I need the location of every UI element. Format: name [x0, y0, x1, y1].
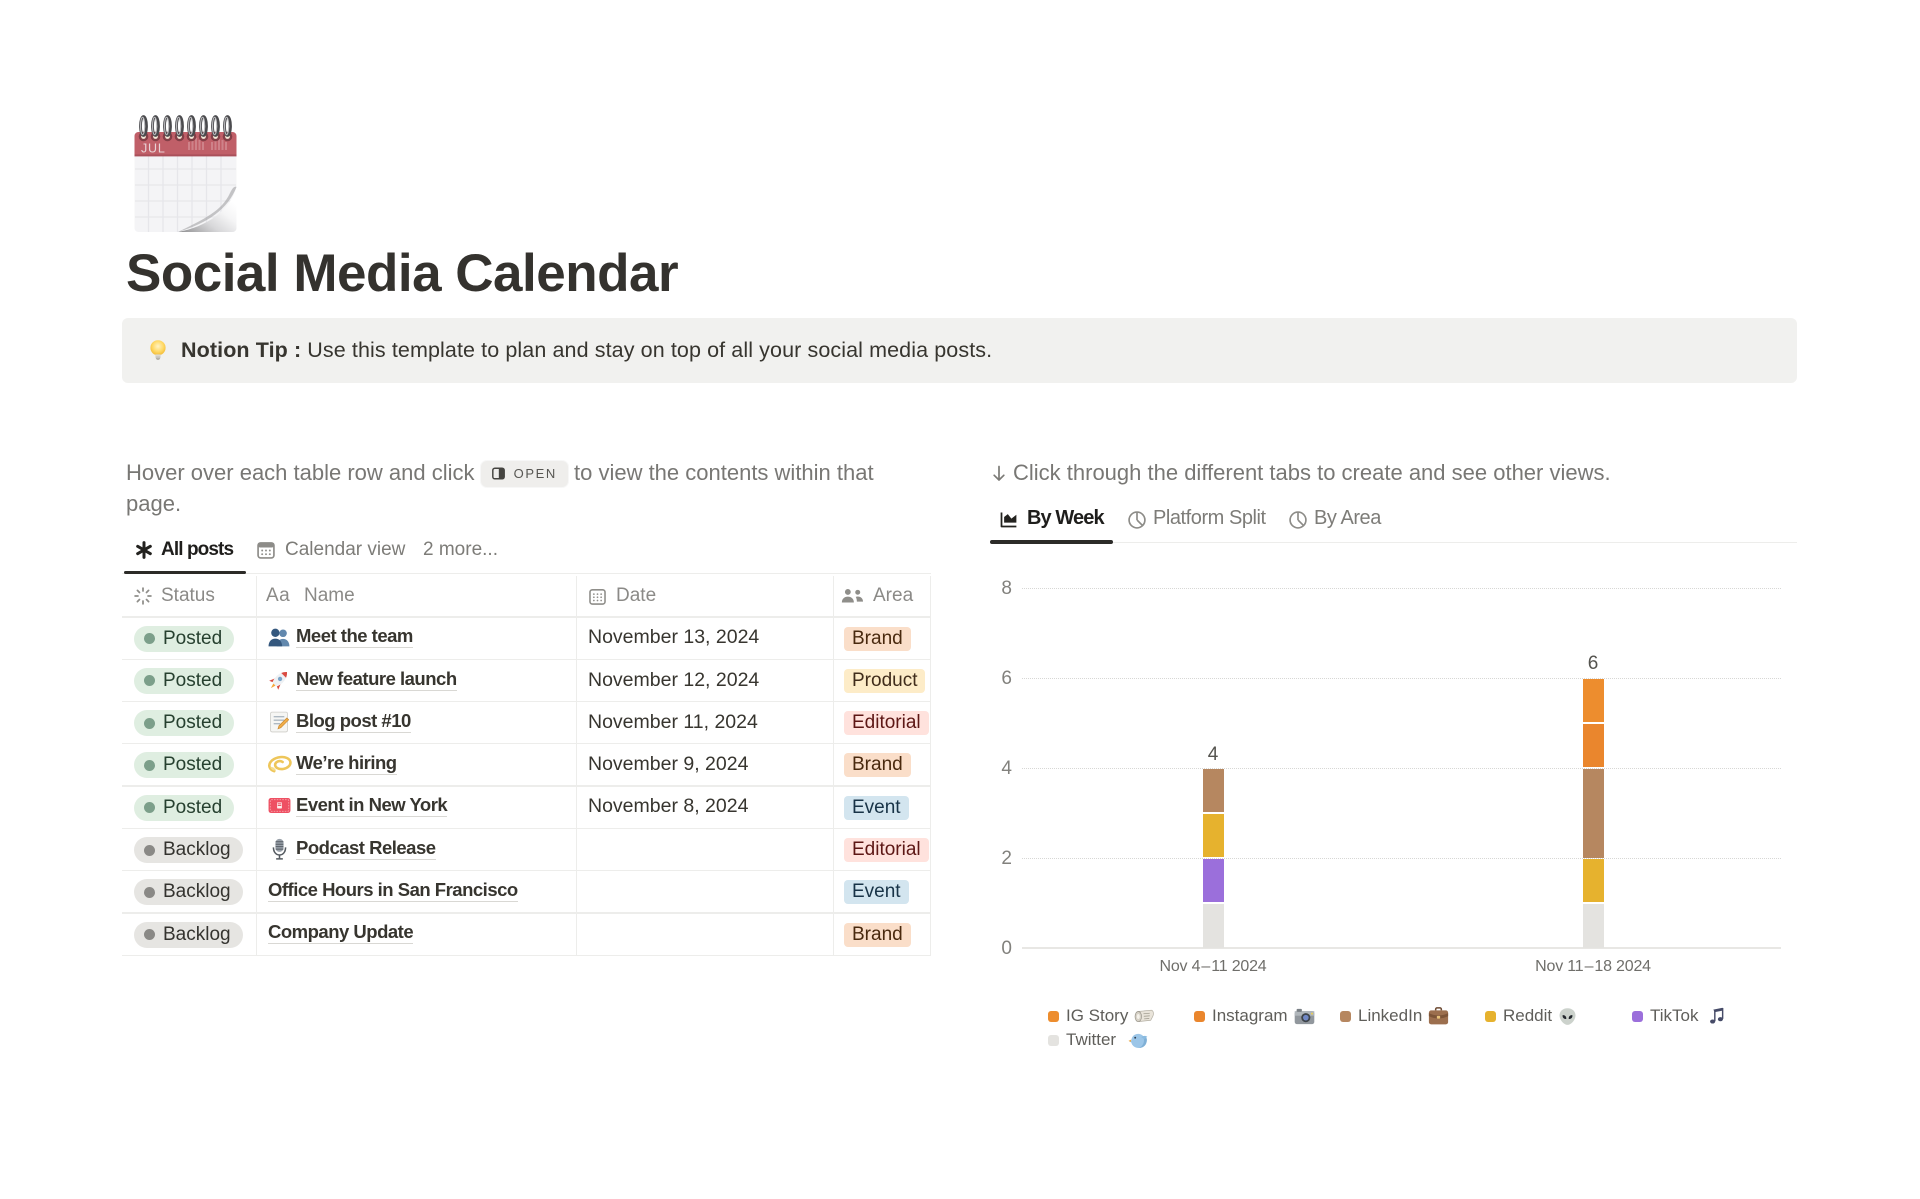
- svg-text:JUL: JUL: [141, 142, 166, 156]
